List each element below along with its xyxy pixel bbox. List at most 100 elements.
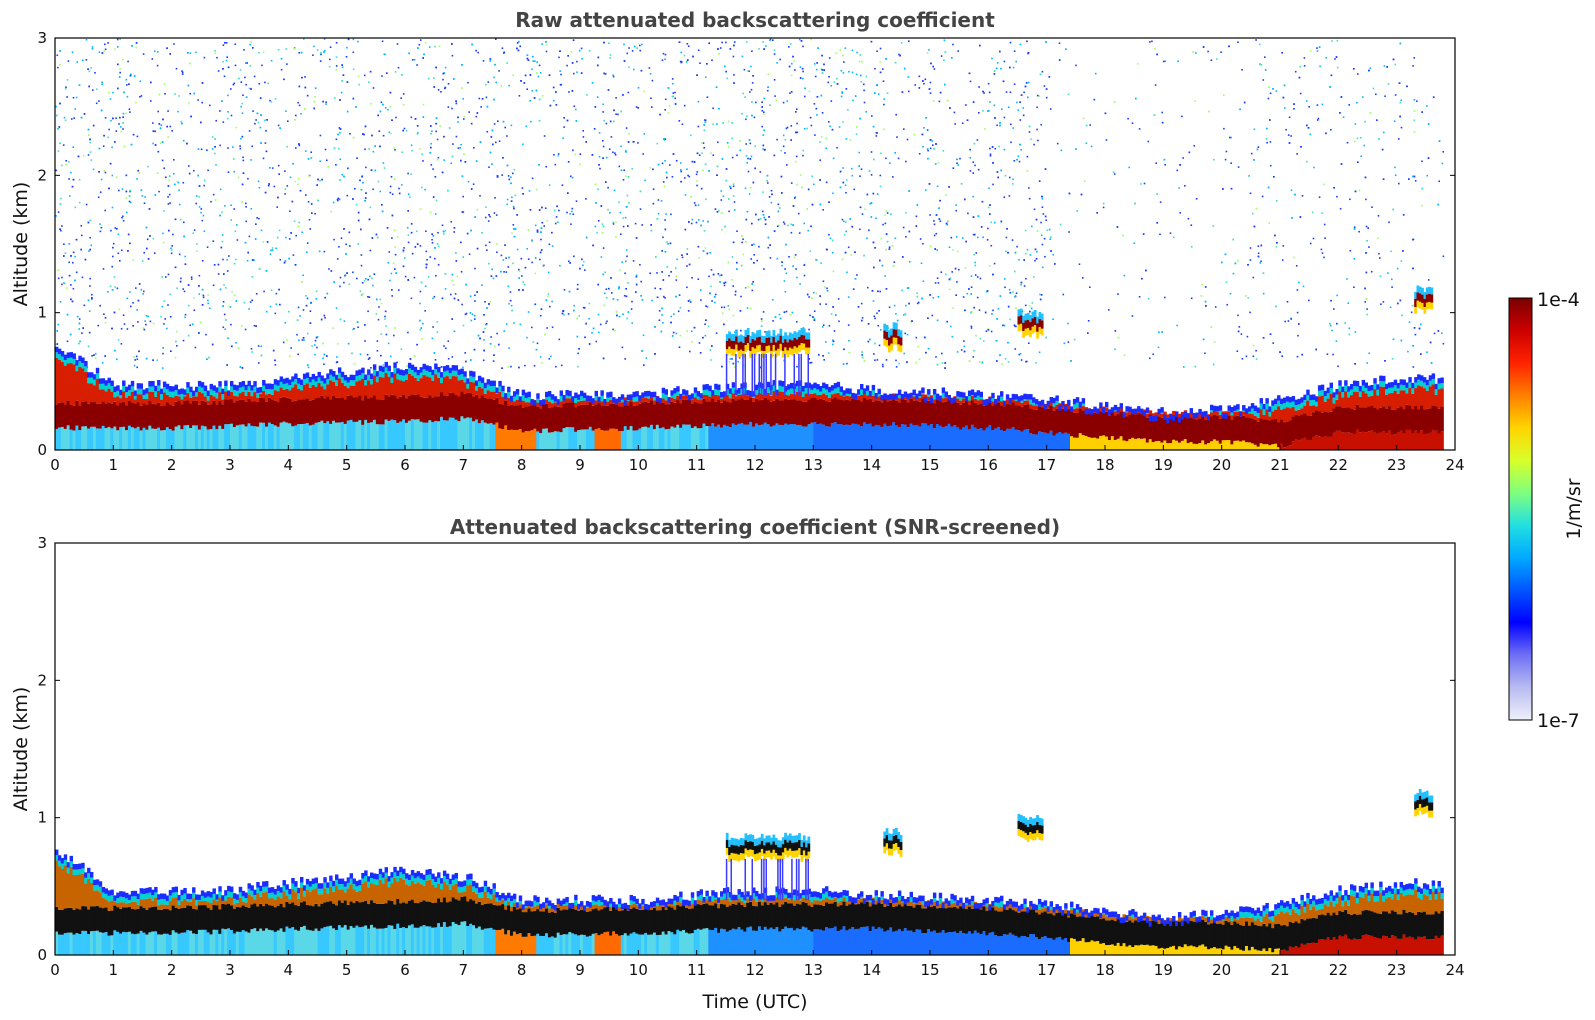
noise-speck — [182, 288, 184, 290]
noise-speck — [725, 168, 728, 170]
noise-speck — [209, 307, 211, 310]
noise-speck — [672, 331, 675, 334]
noise-speck — [1033, 143, 1035, 146]
noise-speck — [861, 354, 863, 356]
noise-speck — [1210, 59, 1213, 61]
noise-speck — [552, 86, 555, 89]
noise-speck — [826, 290, 829, 292]
noise-speck — [1045, 41, 1047, 43]
noise-speck — [1159, 233, 1161, 236]
noise-speck — [879, 71, 882, 74]
noise-speck — [1228, 45, 1230, 48]
noise-speck — [1412, 267, 1414, 270]
noise-speck — [874, 92, 876, 94]
noise-speck — [1017, 109, 1019, 111]
noise-speck — [928, 88, 931, 90]
noise-speck — [752, 281, 754, 283]
noise-speck — [727, 146, 730, 148]
noise-speck — [1009, 66, 1011, 69]
noise-speck — [602, 103, 604, 106]
noise-speck — [162, 241, 165, 244]
noise-speck — [1325, 56, 1327, 59]
noise-speck — [432, 235, 435, 237]
noise-speck — [133, 75, 136, 77]
noise-speck — [241, 201, 243, 203]
noise-speck — [796, 365, 798, 368]
noise-speck — [702, 250, 705, 252]
noise-speck — [455, 252, 457, 254]
noise-speck — [961, 122, 964, 124]
noise-speck — [551, 245, 554, 247]
noise-speck — [705, 305, 707, 307]
noise-speck — [1281, 355, 1283, 357]
noise-speck — [1007, 305, 1010, 308]
noise-speck — [656, 218, 659, 220]
noise-speck — [526, 57, 529, 60]
noise-speck — [212, 284, 215, 287]
noise-speck — [825, 147, 827, 150]
noise-speck — [1179, 164, 1181, 166]
noise-speck — [844, 47, 847, 49]
noise-speck — [87, 128, 90, 131]
noise-speck — [1029, 254, 1032, 256]
noise-speck — [965, 240, 967, 243]
backscatter-cell — [55, 352, 59, 358]
noise-speck — [818, 354, 820, 356]
noise-speck — [478, 97, 481, 100]
noise-speck — [68, 243, 71, 245]
noise-speck — [462, 366, 464, 369]
noise-speck — [116, 228, 118, 230]
noise-speck — [68, 195, 71, 197]
noise-speck — [820, 94, 823, 97]
noise-speck — [993, 104, 996, 107]
noise-speck — [555, 104, 558, 106]
noise-speck — [316, 346, 318, 349]
noise-speck — [531, 68, 533, 71]
noise-speck — [356, 321, 359, 323]
noise-speck — [508, 256, 510, 259]
noise-speck — [474, 216, 476, 218]
noise-speck — [763, 149, 766, 151]
noise-speck — [231, 345, 233, 348]
noise-speck — [675, 160, 678, 162]
noise-speck — [1259, 43, 1261, 46]
noise-speck — [87, 154, 90, 156]
noise-speck — [188, 102, 190, 104]
noise-speck — [1008, 195, 1011, 197]
noise-speck — [123, 145, 126, 148]
noise-speck — [1085, 142, 1088, 145]
noise-speck — [688, 299, 691, 301]
noise-speck — [989, 153, 992, 156]
noise-speck — [833, 330, 836, 332]
noise-speck — [748, 139, 751, 141]
noise-speck — [160, 124, 163, 126]
noise-speck — [1015, 60, 1017, 63]
noise-speck — [1315, 348, 1317, 351]
noise-speck — [955, 209, 957, 212]
noise-speck — [1181, 115, 1183, 118]
noise-speck — [1036, 128, 1038, 131]
noise-speck — [406, 226, 409, 229]
noise-speck — [673, 313, 675, 315]
noise-speck — [845, 179, 848, 181]
noise-speck — [935, 356, 937, 358]
noise-speck — [964, 309, 966, 312]
noise-speck — [386, 227, 389, 229]
noise-speck — [551, 231, 553, 234]
noise-speck — [310, 157, 313, 159]
noise-speck — [336, 343, 339, 345]
noise-speck — [393, 334, 395, 337]
noise-speck — [480, 106, 482, 108]
noise-speck — [874, 342, 876, 345]
noise-speck — [1368, 246, 1370, 248]
noise-speck — [661, 314, 663, 316]
noise-speck — [995, 340, 998, 342]
backscatter-cell — [69, 404, 73, 430]
noise-speck — [389, 106, 392, 108]
noise-speck — [732, 185, 735, 188]
noise-speck — [540, 308, 543, 310]
noise-speck — [434, 176, 437, 178]
noise-speck — [430, 164, 433, 166]
noise-speck — [968, 72, 971, 75]
noise-speck — [294, 264, 297, 266]
